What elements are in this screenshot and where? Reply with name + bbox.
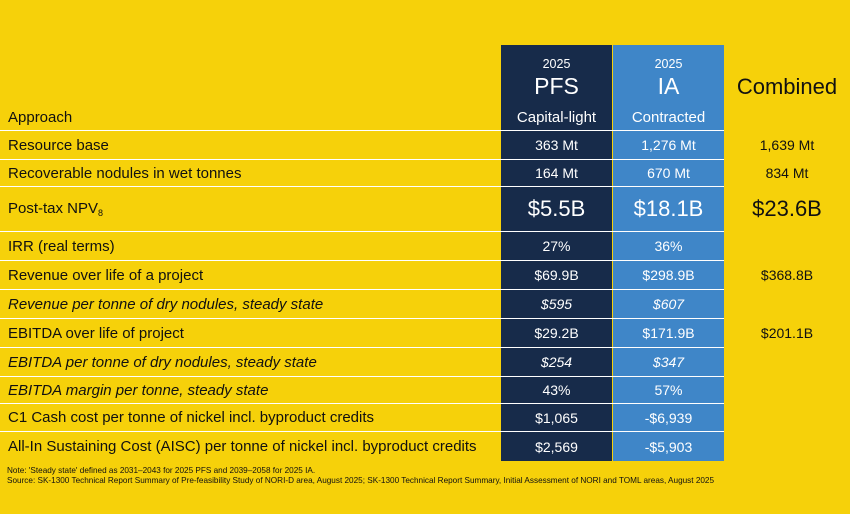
ia-value: $18.1B — [633, 196, 704, 221]
table-row: All-In Sustaining Cost (AISC) per tonne … — [0, 432, 850, 461]
table-row: Revenue over life of a project $69.9B $2… — [0, 261, 850, 289]
ia-name: IA — [657, 73, 680, 99]
footnote-marker: 8 — [98, 208, 104, 218]
row-label: All-In Sustaining Cost (AISC) per tonne … — [8, 438, 477, 455]
table-row: EBITDA over life of project $29.2B $171.… — [0, 319, 850, 347]
table-row: C1 Cash cost per tonne of nickel incl. b… — [0, 404, 850, 431]
pfs-name: PFS — [534, 73, 579, 99]
table-row: EBITDA margin per tonne, steady state 43… — [0, 377, 850, 403]
row-divider — [0, 431, 724, 432]
table-row: IRR (real terms) 27% 36% — [0, 232, 850, 260]
footnote: Note: 'Steady state' defined as 2031–204… — [7, 466, 787, 487]
row-label: IRR (real terms) — [8, 237, 115, 255]
ia-value: $298.9B — [642, 267, 695, 283]
row-divider — [0, 159, 724, 160]
pfs-value: 27% — [542, 238, 571, 254]
pfs-value: $29.2B — [534, 325, 579, 341]
ia-value: $171.9B — [642, 325, 695, 341]
row-label: Recoverable nodules in wet tonnes — [8, 164, 242, 182]
table-row: Resource base 363 Mt 1,276 Mt 1,639 Mt — [0, 131, 850, 159]
table-row: Post-tax NPV8 $5.5B $18.1B $23.6B — [0, 187, 850, 231]
row-divider — [0, 231, 724, 232]
ia-value: $607 — [652, 296, 685, 312]
ia-value: $347 — [652, 354, 685, 370]
pfs-value: 363 Mt — [535, 137, 578, 153]
pfs-value: $254 — [540, 354, 573, 370]
approach-row: Approach Capital-light Contracted — [0, 104, 850, 130]
row-label: EBITDA per tonne of dry nodules, steady … — [8, 353, 317, 371]
row-label: EBITDA margin per tonne, steady state — [8, 381, 269, 399]
ia-value: 36% — [654, 238, 683, 254]
row-divider — [0, 347, 724, 348]
row-divider — [0, 318, 724, 319]
ia-value: -$5,903 — [644, 438, 693, 455]
footnote-source: Source: SK-1300 Technical Report Summary… — [7, 476, 715, 486]
pfs-value: $69.9B — [534, 267, 579, 283]
row-label: Revenue per tonne of dry nodules, steady… — [8, 295, 324, 313]
pfs-column-header: 2025 PFS — [501, 55, 612, 99]
combined-column-header: Combined — [736, 74, 838, 99]
ia-value: 1,276 Mt — [641, 137, 696, 153]
pfs-value: $595 — [540, 296, 573, 312]
row-divider — [0, 186, 724, 187]
row-label-text: Post-tax NPV — [8, 200, 99, 217]
row-divider — [0, 130, 724, 131]
footnote-note: Note: 'Steady state' defined as 2031–204… — [7, 466, 316, 475]
ia-value: 57% — [654, 382, 683, 398]
pfs-value: 43% — [542, 382, 571, 398]
pfs-value: $2,569 — [535, 438, 578, 455]
ia-value: -$6,939 — [644, 409, 693, 426]
pfs-year: 2025 — [542, 57, 571, 71]
pfs-value: 164 Mt — [535, 165, 578, 181]
row-divider — [0, 376, 724, 377]
row-divider — [0, 403, 724, 404]
pfs-value: $1,065 — [535, 409, 578, 426]
pfs-approach: Capital-light — [516, 108, 597, 126]
ia-column-background — [613, 45, 724, 461]
table-row: EBITDA per tonne of dry nodules, steady … — [0, 348, 850, 376]
row-label: EBITDA over life of project — [8, 324, 184, 342]
combined-value: 1,639 Mt — [759, 137, 815, 153]
pfs-column-background — [501, 45, 612, 461]
combined-value: $201.1B — [760, 325, 814, 341]
row-label: Resource base — [8, 136, 109, 154]
table-row: Revenue per tonne of dry nodules, steady… — [0, 290, 850, 318]
row-label: Post-tax NPV8 — [8, 200, 103, 218]
row-label: C1 Cash cost per tonne of nickel incl. b… — [8, 409, 375, 426]
combined-value: $23.6B — [752, 196, 822, 221]
table-row: Recoverable nodules in wet tonnes 164 Mt… — [0, 160, 850, 186]
row-label: Approach — [8, 108, 73, 126]
row-divider — [0, 289, 724, 290]
combined-value: $368.8B — [760, 267, 814, 283]
ia-column-header: 2025 IA — [613, 55, 724, 99]
combined-value: 834 Mt — [765, 165, 809, 181]
ia-value: 670 Mt — [647, 165, 690, 181]
row-divider — [0, 260, 724, 261]
ia-year: 2025 — [654, 57, 683, 71]
pfs-value: $5.5B — [527, 196, 586, 221]
ia-approach: Contracted — [631, 108, 706, 126]
row-label: Revenue over life of a project — [8, 266, 204, 284]
